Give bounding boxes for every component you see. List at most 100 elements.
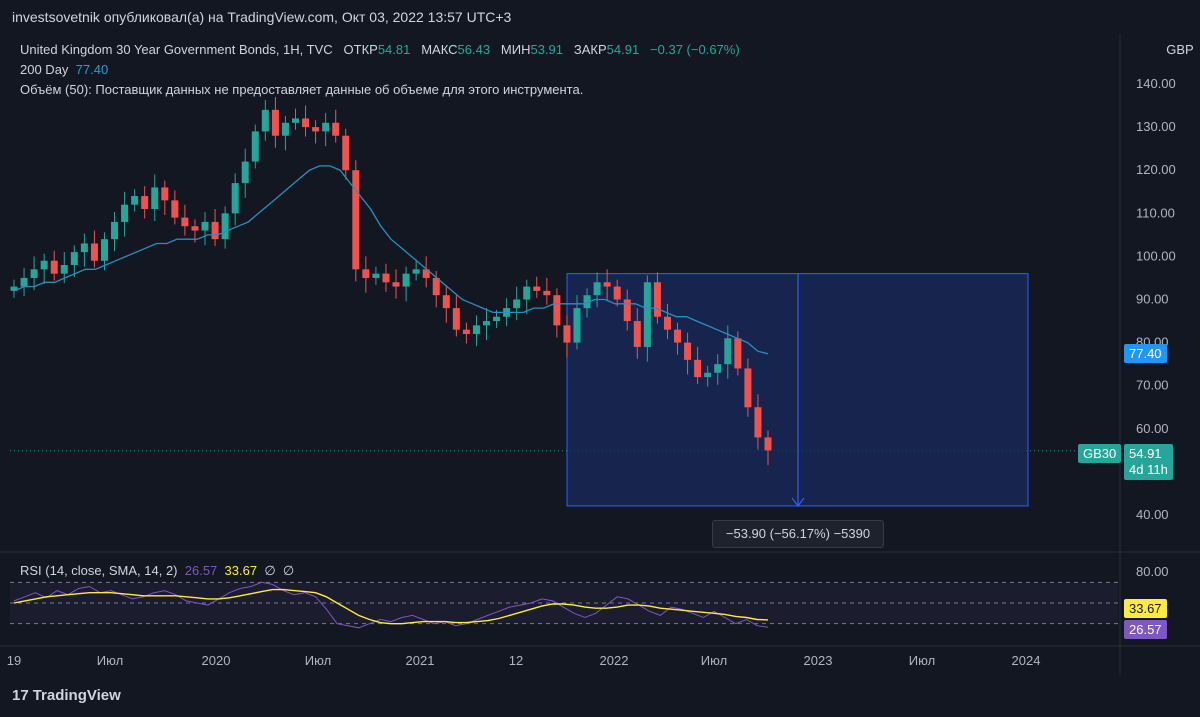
time-axis: 19 Июл 2020 Июл 2021 12 2022 Июл 2023 Июл 2024	[7, 653, 1041, 668]
candle-body	[181, 217, 189, 227]
candle-body	[694, 359, 702, 378]
rsi-line	[13, 581, 769, 629]
open-label: ОТКР	[343, 42, 378, 57]
ma-legend[interactable]: 200 Day 77.40	[20, 62, 108, 77]
candle-body	[613, 286, 621, 300]
last-price: 54.91	[1129, 446, 1162, 461]
candle-body	[462, 329, 470, 334]
candle-body	[151, 187, 159, 209]
candle-body	[201, 221, 209, 231]
candle-body	[653, 282, 661, 317]
candle-body	[533, 286, 541, 291]
candle-body	[513, 299, 521, 309]
time-tick-label: 2021	[406, 653, 435, 668]
symbol-tag: GB30	[1078, 444, 1122, 463]
candle-body	[171, 200, 179, 218]
footer: 17 TradingView	[0, 675, 1200, 717]
candle-body	[281, 122, 289, 136]
rsi-sma: 33.67	[224, 563, 258, 578]
candle-body	[30, 269, 38, 278]
candle-body	[60, 265, 68, 274]
candle-body	[80, 243, 88, 253]
high-value: 56.43	[457, 42, 491, 57]
candle-body	[141, 196, 149, 209]
candle-body	[251, 131, 259, 162]
rsi-pane: 80.00	[10, 564, 1169, 629]
candle-body	[352, 170, 360, 270]
rsi-legend[interactable]: RSI (14, close, SMA, 14, 2) 26.57 33.67 …	[20, 563, 294, 579]
candle-body	[20, 277, 28, 287]
close-value: 54.91	[606, 42, 640, 57]
candle-body	[271, 109, 279, 136]
low-label: МИН	[500, 42, 531, 57]
candle-body	[121, 204, 129, 222]
candle-body	[362, 269, 370, 278]
candle-body	[593, 282, 601, 296]
low-value: 53.91	[530, 42, 564, 57]
candle-body	[372, 273, 380, 278]
candle-body	[663, 316, 671, 330]
volume-legend[interactable]: Объём (50): Поставщик данных не предоста…	[20, 82, 583, 97]
candle-body	[623, 299, 631, 322]
time-tick-label: Июл	[909, 653, 935, 668]
price-tick-label: 120.00	[1136, 162, 1176, 177]
brand-name: TradingView	[32, 687, 121, 704]
candle-body	[332, 122, 340, 136]
rsi-value-tag: 26.57	[1124, 620, 1167, 639]
candle-body	[563, 325, 571, 343]
ma-price-tag: 77.40	[1124, 344, 1167, 363]
tradingview-logo-icon: 17	[12, 687, 29, 704]
ma-200-line	[13, 165, 769, 355]
candle-body	[10, 286, 18, 291]
candle-body	[603, 282, 611, 287]
chart-area[interactable]: 140.00 130.00 120.00 110.00 100.00 90.00 80.00…	[0, 34, 1200, 675]
candle-body	[493, 316, 501, 322]
candle-body	[382, 273, 390, 283]
candle-body	[674, 329, 682, 343]
candle-body	[342, 135, 350, 171]
candle-body	[432, 277, 440, 296]
time-tick-label: 12	[509, 653, 523, 668]
time-tick-label: 2024	[1012, 653, 1041, 668]
rsi-extra-2: ∅	[282, 563, 295, 578]
candle-body	[422, 269, 430, 278]
publish-info: investsovetnik опубликовал(а) на Trading…	[12, 9, 512, 25]
rsi-label: RSI (14, close, SMA, 14, 2)	[20, 563, 178, 578]
price-tick-label: 40.00	[1136, 507, 1169, 522]
candle-body	[764, 437, 772, 451]
candle-body	[483, 321, 491, 326]
measure-label: −53.90 (−56.17%) −5390	[712, 520, 884, 548]
candle-body	[70, 252, 78, 266]
price-tick-label: 60.00	[1136, 421, 1169, 436]
price-tick-label: 130.00	[1136, 119, 1176, 134]
time-tick-label: Июл	[701, 653, 727, 668]
close-label: ЗАКР	[573, 42, 607, 57]
rsi-sma-tag: 33.67	[1124, 599, 1167, 618]
volume-note: Объём (50): Поставщик данных не предоста…	[20, 82, 584, 97]
candles	[10, 96, 772, 466]
candle-body	[90, 243, 98, 261]
candle-body	[100, 239, 108, 261]
time-tick-label: 2022	[600, 653, 629, 668]
publish-header: investsovetnik опубликовал(а) на Trading…	[0, 0, 1200, 34]
candle-body	[734, 338, 742, 369]
candle-body	[452, 308, 460, 330]
candle-body	[302, 118, 310, 128]
candle-body	[322, 122, 330, 132]
time-tick-label: Июл	[305, 653, 331, 668]
bar-countdown: 4d 11h	[1129, 462, 1168, 477]
currency-label: GBP	[1166, 42, 1194, 57]
symbol-title: United Kingdom 30 Year Government Bonds,…	[20, 42, 333, 57]
candle-body	[633, 321, 641, 347]
candle-body	[231, 183, 239, 214]
price-tick-label: 110.00	[1136, 205, 1175, 220]
candle-body	[553, 295, 561, 326]
candle-body	[191, 226, 199, 231]
price-tick-label: 100.00	[1136, 248, 1176, 263]
candle-body	[111, 221, 119, 240]
candle-body	[40, 260, 48, 270]
rsi-extra-1: ∅	[264, 563, 276, 578]
time-tick-label: Июл	[97, 653, 123, 668]
tradingview-brand[interactable]: 17 TradingView	[12, 687, 121, 704]
rsi-sma-line	[13, 588, 769, 625]
